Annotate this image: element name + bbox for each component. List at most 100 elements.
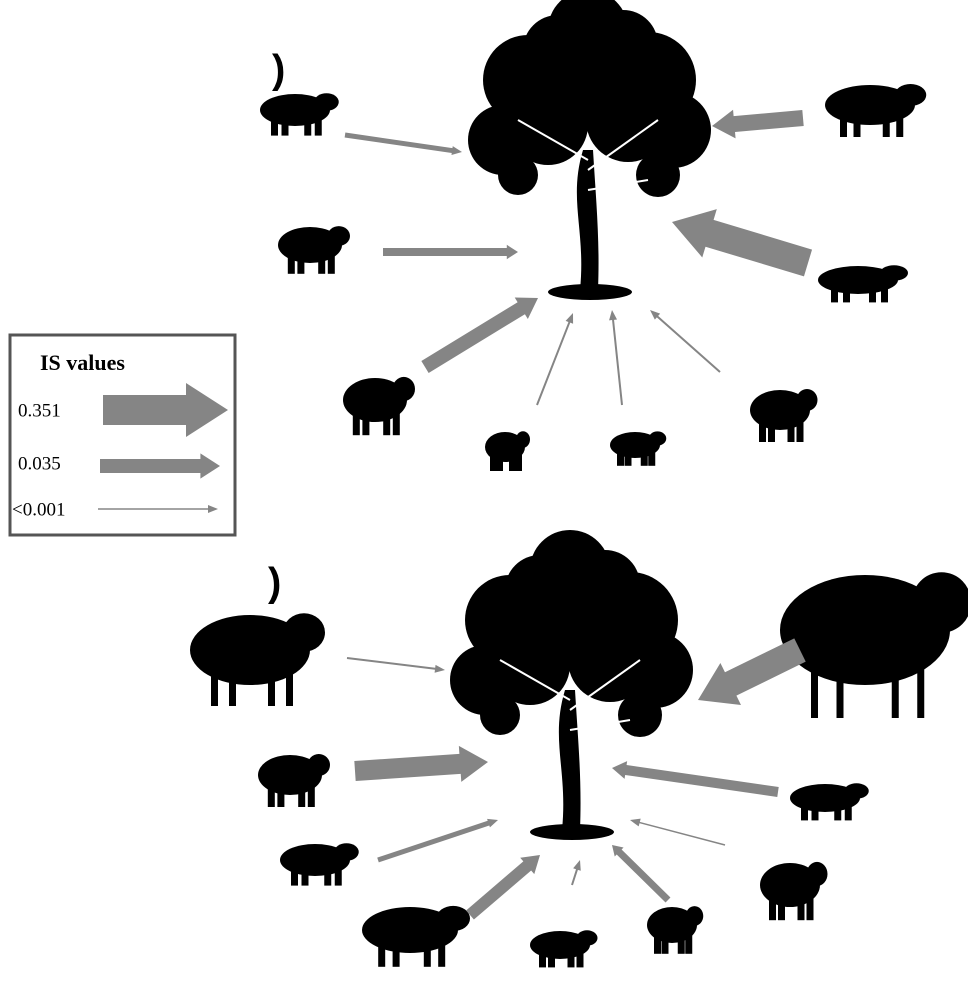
animal-silhouette xyxy=(190,613,325,706)
leg xyxy=(307,775,315,807)
leg xyxy=(301,860,309,886)
leg xyxy=(840,105,847,137)
body xyxy=(780,575,950,685)
leg xyxy=(769,885,776,921)
arrow xyxy=(421,297,538,373)
trunk xyxy=(576,150,599,290)
arrow xyxy=(354,745,488,782)
arrow xyxy=(609,310,623,406)
leg xyxy=(836,630,844,718)
head xyxy=(894,84,927,106)
leg xyxy=(281,110,289,136)
animal-silhouette xyxy=(610,431,667,466)
canopy xyxy=(636,153,680,197)
arrow xyxy=(672,209,813,277)
leg xyxy=(314,110,322,136)
leg xyxy=(617,445,624,466)
arrow xyxy=(103,383,228,437)
arrow xyxy=(466,855,540,920)
leg xyxy=(677,925,685,954)
leg xyxy=(277,775,285,807)
animal-silhouette xyxy=(825,84,927,137)
animal-silhouette xyxy=(280,843,359,886)
head xyxy=(392,376,415,402)
illustration xyxy=(190,0,968,968)
head xyxy=(327,226,350,246)
canopy xyxy=(480,695,520,735)
head xyxy=(334,843,359,861)
tree xyxy=(450,530,693,840)
leg xyxy=(661,925,669,954)
head xyxy=(685,906,704,926)
leg xyxy=(392,930,400,967)
ground xyxy=(548,284,632,300)
leg xyxy=(843,280,850,303)
head xyxy=(844,783,869,799)
branches xyxy=(517,119,659,191)
animal-silhouette xyxy=(760,861,828,921)
animal-silhouette xyxy=(260,93,339,136)
arrow xyxy=(100,453,220,479)
leg xyxy=(362,400,370,436)
leg xyxy=(229,650,236,706)
animal-silhouette xyxy=(278,226,350,274)
animal-silhouette xyxy=(343,376,415,436)
leg xyxy=(917,630,925,718)
canopy xyxy=(568,618,652,702)
arrow xyxy=(712,109,804,139)
trunk xyxy=(558,690,581,830)
leg xyxy=(287,245,295,274)
leg xyxy=(267,775,275,807)
head xyxy=(806,861,828,887)
tree xyxy=(468,0,711,300)
panel-label: ) xyxy=(268,561,281,605)
leg xyxy=(318,245,326,274)
head xyxy=(648,431,667,446)
leg xyxy=(291,860,298,886)
leg xyxy=(298,775,306,807)
leg xyxy=(509,447,516,471)
leg xyxy=(334,860,342,886)
branches xyxy=(499,659,641,731)
leg xyxy=(271,110,278,136)
canopy xyxy=(508,85,588,165)
leg xyxy=(869,280,876,303)
leg xyxy=(881,280,888,303)
leg xyxy=(392,400,400,436)
arrow xyxy=(536,313,574,406)
animal-silhouette xyxy=(362,905,471,967)
leg xyxy=(378,930,386,967)
body xyxy=(190,615,310,685)
arrow xyxy=(344,132,462,156)
leg xyxy=(654,925,661,954)
leg xyxy=(211,650,218,706)
legend-label: 0.035 xyxy=(18,453,61,474)
animal-silhouette xyxy=(647,906,704,954)
arrow xyxy=(630,818,726,846)
leg xyxy=(844,798,852,821)
leg xyxy=(576,945,584,968)
leg xyxy=(831,280,838,303)
head xyxy=(283,613,325,652)
leg xyxy=(882,105,890,137)
leg xyxy=(811,630,818,718)
leg xyxy=(759,410,766,442)
animal-silhouette xyxy=(530,930,598,968)
leg xyxy=(778,885,785,921)
arrow xyxy=(698,638,806,705)
legend: IS values 0.351 0.035 <0.001 xyxy=(8,333,237,537)
legend-label: <0.001 xyxy=(12,499,65,520)
leg xyxy=(438,930,446,967)
leg xyxy=(801,798,808,821)
arrow xyxy=(612,761,779,797)
animal-silhouette xyxy=(818,265,908,303)
head xyxy=(880,265,908,281)
animal-silhouette xyxy=(780,572,968,718)
leg xyxy=(383,400,391,436)
arrow xyxy=(650,310,721,373)
leg xyxy=(787,410,795,442)
animal-silhouette xyxy=(790,783,869,821)
canopy xyxy=(490,625,570,705)
leg xyxy=(768,410,775,442)
leg xyxy=(624,445,632,466)
